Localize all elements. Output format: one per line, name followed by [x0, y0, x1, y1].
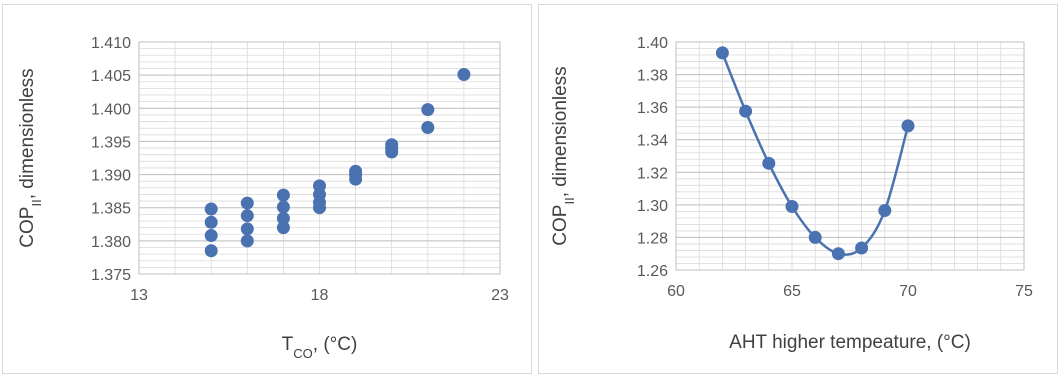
y-tick-label: 1.385 — [91, 201, 131, 218]
y-tick-label: 1.390 — [91, 168, 131, 185]
y-tick-label: 1.400 — [91, 101, 131, 118]
x-tick-label: 65 — [783, 283, 801, 300]
grid — [675, 41, 1025, 271]
x-tick-label: 18 — [311, 287, 329, 304]
data-point — [421, 103, 435, 117]
plot-area-border — [138, 41, 501, 275]
data-point — [349, 164, 363, 178]
data-point — [831, 247, 845, 261]
y-tick-label: 1.32 — [637, 165, 668, 182]
data-point — [457, 67, 471, 81]
data-point — [276, 188, 290, 202]
y-tick-label: 1.395 — [91, 134, 131, 151]
y-axis-title: COPII, dimensionless — [550, 66, 577, 245]
data-point — [276, 221, 290, 235]
data-point — [204, 202, 218, 216]
x-tick-label: 23 — [491, 287, 509, 304]
x-tick-label: 60 — [667, 283, 685, 300]
data-point — [808, 230, 822, 244]
x-tick-label: 13 — [130, 287, 148, 304]
data-point — [421, 121, 435, 135]
y-tick-label: 1.410 — [91, 35, 131, 52]
grid — [138, 41, 501, 275]
plot-area-border — [675, 41, 1025, 271]
data-point — [878, 204, 892, 218]
data-point — [785, 199, 799, 213]
y-tick-label: 1.28 — [637, 230, 668, 247]
chart-panel-right: 1.26 1.28 1.30 1.32 1.34 1.36 1.38 1.40 60 65 70 75… — [538, 4, 1058, 374]
y-tick-label: 1.380 — [91, 234, 131, 251]
data-point — [715, 46, 729, 60]
data-point — [204, 244, 218, 258]
y-tick-label: 1.34 — [637, 133, 668, 150]
data-point — [739, 104, 753, 118]
data-point — [276, 200, 290, 214]
y-tick-label: 1.40 — [637, 35, 668, 52]
y-tick-label: 1.36 — [637, 100, 668, 117]
y-axis-title: COPII, dimensionless — [17, 68, 44, 247]
data-point — [240, 196, 254, 210]
x-tick-label: 75 — [1015, 283, 1033, 300]
y-tick-label: 1.26 — [637, 263, 668, 280]
x-axis-title: AHT higher tempeature, (°C) — [729, 332, 971, 353]
data-point — [240, 234, 254, 248]
data-point — [204, 229, 218, 243]
y-tick-label: 1.30 — [637, 198, 668, 215]
data-point — [313, 179, 326, 193]
data-point — [240, 222, 254, 236]
y-tick-label: 1.38 — [637, 68, 668, 85]
x-axis-title: TCO, (°C) — [282, 334, 358, 361]
chart-panel-left: 1.375 1.380 1.385 1.390 1.395 1.400 1.405 1.410… — [2, 4, 532, 374]
data-point — [385, 138, 399, 152]
x-tick-label: 70 — [899, 283, 917, 300]
chart-left-svg: 1.375 1.380 1.385 1.390 1.395 1.400 1.405 1.410… — [17, 35, 509, 361]
y-tick-label: 1.375 — [91, 267, 131, 284]
data-point — [204, 215, 218, 229]
data-point — [276, 211, 290, 225]
y-tick-label: 1.405 — [91, 68, 131, 85]
data-point — [240, 209, 254, 223]
chart-right-svg: 1.26 1.28 1.30 1.32 1.34 1.36 1.38 1.40 60 65 70 75… — [550, 35, 1033, 353]
data-point — [762, 156, 776, 170]
data-point — [901, 119, 915, 133]
data-point — [855, 241, 869, 255]
